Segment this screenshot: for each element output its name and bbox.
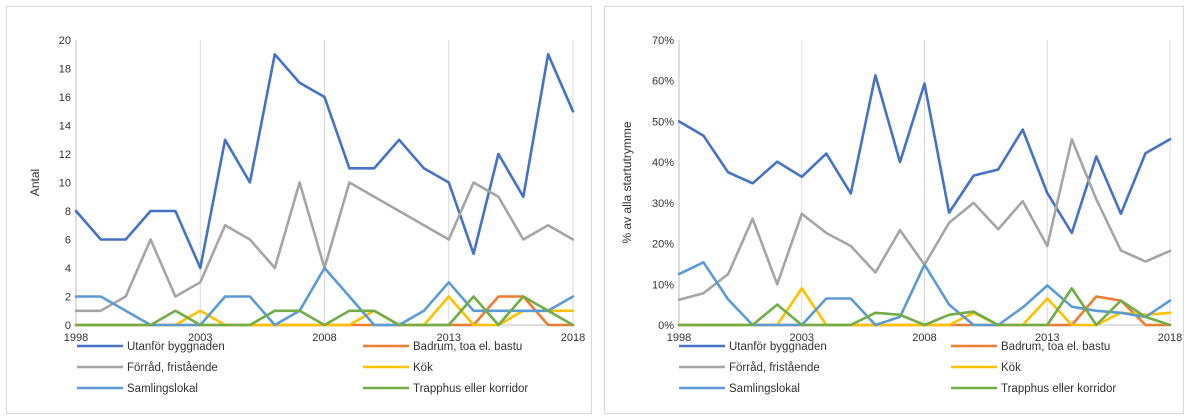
y-tick-label: 10% xyxy=(652,279,674,291)
y-tick-label: 14 xyxy=(59,121,71,133)
series-line-0 xyxy=(74,52,575,270)
legend-label: Trapphus eller korridor xyxy=(413,383,528,395)
legend-label: Trapphus eller korridor xyxy=(1001,383,1116,395)
y-axis-title: % av alla startutrymme xyxy=(620,121,634,243)
series-line-5 xyxy=(677,287,1172,327)
y-tick-label: 6 xyxy=(65,235,71,247)
y-tick-label: 2 xyxy=(65,292,71,304)
y-tick-label: 18 xyxy=(59,64,71,76)
y-tick-label: 4 xyxy=(65,263,71,275)
y-tick-label: 10 xyxy=(59,178,71,190)
x-tick-label: 2013 xyxy=(1035,332,1059,344)
chart-panel-percent: 0% 10% 20% 30% 40% 50% 60% 70% 1998 2003 2008 2013 2… xyxy=(604,6,1184,414)
line-chart-count: 0 2 4 6 8 10 12 14 16 18 20 1998 2003 2008 2013 2018 Ant… xyxy=(28,35,585,395)
line-chart-percent: 0% 10% 20% 30% 40% 50% 60% 70% 1998 2003 2008 2013 2… xyxy=(620,35,1182,395)
x-tick-label: 2018 xyxy=(561,332,585,344)
y-tick-label: 30% xyxy=(652,198,674,210)
y-tick-label: 8 xyxy=(65,206,71,218)
y-tick-label: 12 xyxy=(59,149,71,161)
legend-label: Kök xyxy=(1001,362,1021,374)
x-tick-label: 2013 xyxy=(437,332,461,344)
x-tick-label: 2003 xyxy=(188,332,212,344)
x-tick-label: 2008 xyxy=(912,332,936,344)
legend-label: Förråd, fristående xyxy=(127,362,218,374)
y-tick-label: 40% xyxy=(652,157,674,169)
legend-label: Badrum, toa el. bastu xyxy=(413,341,522,353)
x-tick-label: 2018 xyxy=(1158,332,1182,344)
legend-label: Samlingslokal xyxy=(127,383,198,395)
x-tick-label: 1998 xyxy=(64,332,88,344)
x-tick-label: 1998 xyxy=(667,332,691,344)
y-tick-label: 70% xyxy=(652,35,674,47)
series-line-4 xyxy=(677,261,1172,327)
legend-label: Utanför byggnaden xyxy=(127,341,225,353)
series-line-5 xyxy=(74,295,575,327)
legend-label: Samlingslokal xyxy=(729,383,800,395)
x-tick-label: 2003 xyxy=(790,332,814,344)
y-tick-label: 20% xyxy=(652,239,674,251)
chart-panel-count: 0 2 4 6 8 10 12 14 16 18 20 1998 2003 2008 2013 2018 Ant… xyxy=(6,6,592,414)
y-tick-label: 20 xyxy=(59,35,71,47)
y-tick-label: 60% xyxy=(652,76,674,88)
y-tick-label: 0% xyxy=(658,320,674,332)
y-tick-label: 16 xyxy=(59,92,71,104)
y-tick-label: 50% xyxy=(652,116,674,128)
legend-label: Utanför byggnaden xyxy=(729,341,827,353)
legend-label: Kök xyxy=(413,362,433,374)
x-tick-label: 2008 xyxy=(312,332,336,344)
legend-label: Förråd, fristående xyxy=(729,362,820,374)
legend-label: Badrum, toa el. bastu xyxy=(1001,341,1110,353)
y-tick-label: 0 xyxy=(65,320,71,332)
y-axis-title: Antal xyxy=(28,169,42,196)
series-line-4 xyxy=(74,266,575,327)
